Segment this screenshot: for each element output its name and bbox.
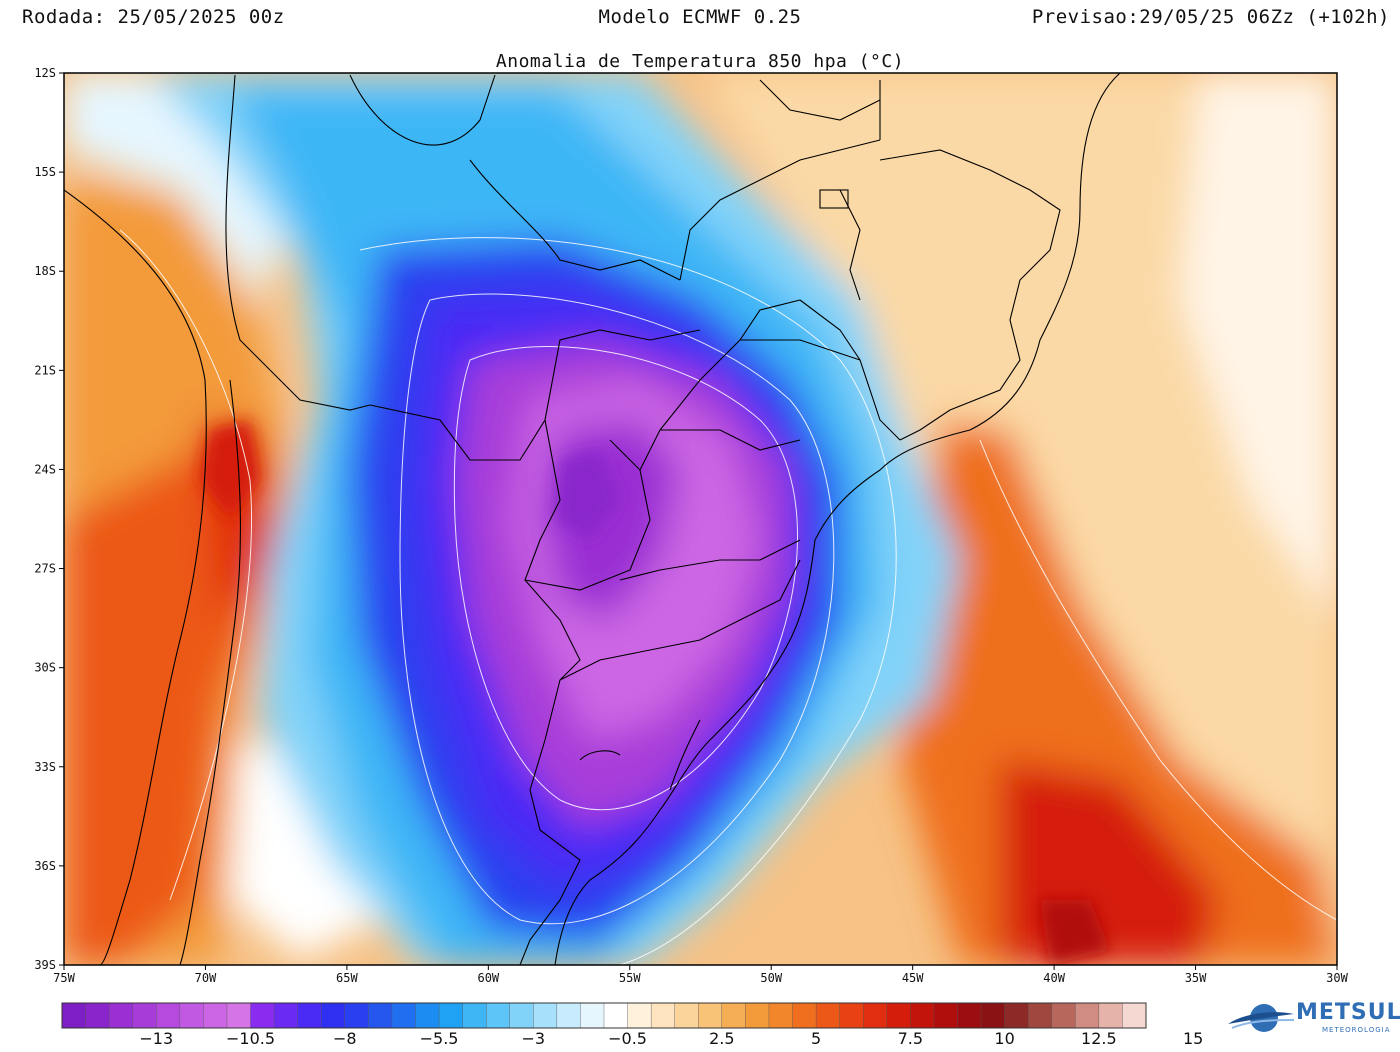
colorbar-swatch: [132, 1002, 157, 1029]
colorbar-label: −5.5: [420, 1029, 459, 1048]
colorbar-swatch: [321, 1002, 346, 1029]
colorbar-swatch: [61, 1002, 87, 1029]
lon-label: 45W: [902, 971, 924, 985]
lon-label: 55W: [619, 971, 641, 985]
colorbar-swatch: [1051, 1002, 1076, 1029]
colorbar-swatch: [203, 1002, 228, 1029]
colorbar-swatch: [485, 1002, 511, 1029]
boundaries: [64, 73, 1121, 965]
colorbar-swatch: [556, 1002, 581, 1029]
lat-label: 15S: [34, 165, 56, 179]
colorbar-swatch: [179, 1002, 204, 1029]
colorbar-swatch: [533, 1002, 558, 1029]
colorbar-label: 15: [1183, 1029, 1203, 1048]
lat-label: 30S: [34, 661, 56, 675]
model-name: Modelo ECMWF 0.25: [598, 6, 802, 28]
lat-label: 36S: [34, 859, 56, 873]
atlantic-coastline: [554, 73, 1121, 965]
colorbar-label: −13: [139, 1029, 173, 1048]
colorbar-swatch: [1075, 1002, 1100, 1029]
lat-label: 12S: [34, 66, 56, 80]
lat-label: 18S: [34, 264, 56, 278]
lat-label: 33S: [34, 760, 56, 774]
latitude-axis: 12S 15S 18S 21S 24S 27S 30S 33S 36S 39S: [34, 66, 64, 972]
colorbar-swatch: [603, 1002, 629, 1029]
colorbar-swatch: [627, 1002, 652, 1029]
lon-label: 50W: [760, 971, 782, 985]
colorbar-label: 12.5: [1081, 1029, 1117, 1048]
colorbar-swatch: [792, 1002, 817, 1029]
lat-label: 21S: [34, 363, 56, 377]
colorbar-swatch: [674, 1002, 699, 1029]
colorbar-swatch: [1004, 1002, 1029, 1029]
colorbar-swatch: [415, 1002, 440, 1029]
colorbar-swatch: [650, 1002, 676, 1029]
run-time: Rodada: 25/05/2025 00z: [22, 6, 285, 28]
colorbar: [61, 1002, 1147, 1029]
lon-label: 60W: [477, 971, 499, 985]
lon-label: 75W: [53, 971, 75, 985]
pacific-coastline: [64, 189, 207, 965]
chile-argentina-border: [179, 379, 241, 965]
colorbar-swatch: [226, 1002, 252, 1029]
metsul-logo: METSUL METEOROLOGIA: [1226, 998, 1400, 1038]
colorbar-swatch: [297, 1002, 322, 1029]
colorbar-swatch: [910, 1002, 935, 1029]
colorbar-swatch: [980, 1002, 1006, 1029]
colorbar-label: −3: [522, 1029, 546, 1048]
colorbar-swatch: [108, 1002, 134, 1029]
colorbar-label: 2.5: [709, 1029, 734, 1048]
colorbar-swatch: [462, 1002, 487, 1029]
lon-label: 30W: [1326, 971, 1348, 985]
lon-label: 70W: [195, 971, 217, 985]
colorbar-label: 5: [811, 1029, 821, 1048]
lon-label: 40W: [1043, 971, 1065, 985]
lat-label: 27S: [34, 562, 56, 576]
lon-label: 35W: [1185, 971, 1207, 985]
map-frame: [63, 72, 1338, 966]
colorbar-swatch: [745, 1002, 770, 1029]
colorbar-label: 10: [994, 1029, 1014, 1048]
colorbar-swatch: [1027, 1002, 1053, 1029]
colorbar-swatch: [509, 1002, 534, 1029]
colorbar-swatch: [344, 1002, 369, 1029]
lon-label: 65W: [336, 971, 358, 985]
logo-name: METSUL: [1296, 1000, 1400, 1025]
colorbar-swatch: [933, 1002, 958, 1029]
colorbar-swatch: [957, 1002, 982, 1029]
colorbar-labels: −13 −10.5 −8 −5.5 −3 −0.5 2.5 5 7.5 10 12.5 15: [139, 1029, 1203, 1048]
anomaly-field: [64, 73, 1337, 965]
colorbar-swatch: [368, 1002, 393, 1029]
forecast-time: Previsao:29/05/25 06Zz (+102h): [1031, 6, 1390, 28]
colorbar-label: 7.5: [898, 1029, 923, 1048]
lat-label: 39S: [34, 958, 56, 972]
colorbar-swatch: [580, 1002, 605, 1029]
colorbar-swatch: [250, 1002, 275, 1029]
colorbar-swatch: [85, 1002, 110, 1029]
colorbar-label: −10.5: [226, 1029, 275, 1048]
map-title: Anomalia de Temperatura 850 hpa (°C): [495, 51, 905, 72]
longitude-axis: 75W 70W 65W 60W 55W 50W 45W 40W 35W 30W: [53, 965, 1349, 985]
colorbar-swatch: [698, 1002, 723, 1029]
lat-label: 24S: [34, 462, 56, 476]
colorbar-label: −0.5: [608, 1029, 647, 1048]
colorbar-frame: [61, 1002, 1147, 1029]
colorbar-swatch: [438, 1002, 464, 1029]
colorbar-swatch: [721, 1002, 746, 1029]
colorbar-swatch: [1098, 1002, 1123, 1029]
colorbar-swatch: [391, 1002, 416, 1029]
colorbar-swatch: [886, 1002, 911, 1029]
logo-subtitle: METEOROLOGIA: [1322, 1026, 1391, 1034]
colorbar-swatch: [1122, 1002, 1147, 1029]
uruguay-border: [559, 559, 801, 681]
colorbar-swatch: [156, 1002, 181, 1029]
colorbar-swatch: [273, 1002, 299, 1029]
globe-icon: [1228, 1004, 1295, 1032]
colorbar-swatch: [815, 1002, 841, 1029]
colorbar-swatch: [768, 1002, 794, 1029]
colorbar-swatch: [863, 1002, 888, 1029]
colorbar-label: −8: [333, 1029, 357, 1048]
colorbar-swatch: [839, 1002, 864, 1029]
